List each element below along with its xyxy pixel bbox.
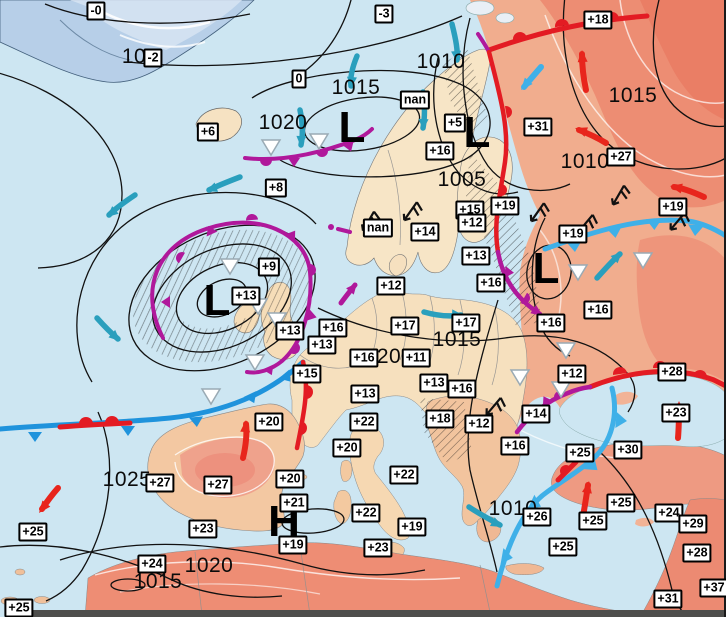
shower-symbols [200,133,654,406]
warm-front-segment-biscay [57,416,133,430]
fronts [0,12,726,589]
eastern-landmass [470,0,726,424]
occluded-front-atlantic-spiral [150,214,317,376]
blue-arrow [521,64,544,90]
north-africa [84,542,641,617]
teal-arrows [94,21,623,528]
denmark [388,254,407,277]
magenta-arrow [338,282,358,306]
greenland-landmass [0,0,255,83]
warm-front-segment-aegean [555,459,579,483]
warm-front-barents [486,12,650,53]
occluded-front-norwegian-sea [243,127,374,234]
map-frame [30,0,726,617]
cold-front-biscay [0,359,306,442]
front-scandinavia [476,32,543,317]
